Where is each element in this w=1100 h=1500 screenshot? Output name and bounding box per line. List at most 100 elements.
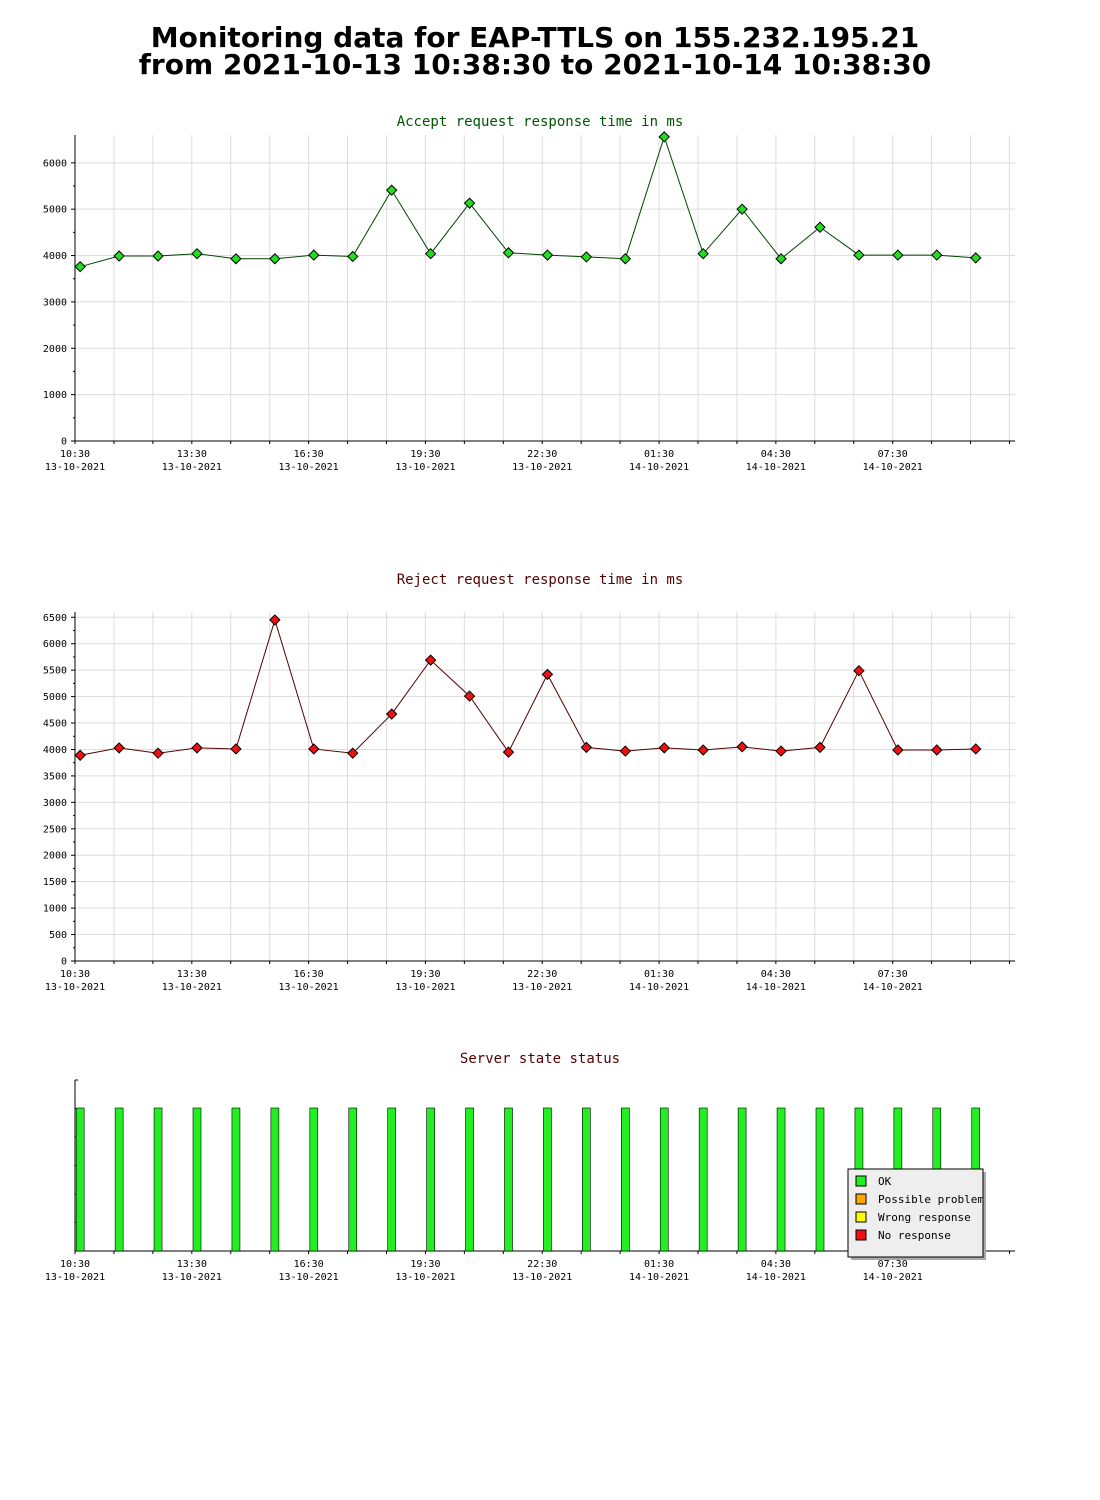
legend-swatch	[855, 1229, 867, 1241]
x-tick-label-date: 13-10-2021	[512, 982, 572, 993]
x-tick-label-time: 19:30	[410, 1259, 440, 1270]
y-tick-label: 1000	[43, 904, 67, 915]
server-status-chart: 10:30 13-10-2021 13:30 13-10-2021 16:30 13-10…	[45, 1051, 1015, 1283]
data-point	[775, 253, 787, 265]
legend-label: Wrong response	[878, 1211, 971, 1224]
accept-response-chart: 0 1000 2000 3000 4000 5000 6000 10:30 13-10-2021…	[43, 114, 1015, 473]
x-tick-label-time: 04:30	[761, 969, 791, 980]
data-point	[658, 131, 670, 143]
x-tick-label-time: 16:30	[294, 1259, 324, 1270]
x-tick-label-date: 14-10-2021	[629, 462, 689, 473]
data-point	[814, 741, 826, 754]
x-tick-label-time: 10:30	[60, 1259, 90, 1270]
series-line	[80, 618, 976, 756]
x-tick-label-date: 13-10-2021	[279, 982, 339, 993]
y-tick-label: 2000	[43, 344, 67, 355]
y-tick-label: 5000	[43, 205, 67, 216]
data-point	[463, 690, 476, 702]
y-tick-label: 6000	[43, 639, 67, 650]
status-bar	[270, 1107, 280, 1252]
y-tick-label: 0	[61, 957, 67, 968]
status-bar	[815, 1107, 825, 1252]
series-line	[80, 135, 976, 268]
x-tick-label-date: 13-10-2021	[162, 1272, 222, 1283]
x-tick-label-time: 10:30	[60, 969, 90, 980]
x-tick-label-time: 04:30	[761, 1259, 791, 1270]
x-tick-label-date: 13-10-2021	[162, 462, 222, 473]
data-point	[970, 743, 982, 755]
y-tick-label: 1000	[43, 390, 67, 401]
page-title-line2: from 2021-10-13 10:38:30 to 2021-10-14 1…	[138, 48, 932, 81]
y-tick-label: 500	[49, 930, 67, 941]
data-point	[385, 708, 398, 720]
x-tick-label-date: 13-10-2021	[512, 462, 572, 473]
status-bar	[543, 1107, 552, 1252]
x-tick-label-time: 07:30	[878, 969, 908, 980]
status-bar	[192, 1107, 202, 1252]
x-tick-label-date: 13-10-2021	[279, 1272, 339, 1283]
status-bar	[387, 1107, 396, 1252]
status-bar	[582, 1107, 591, 1252]
x-tick-label-date: 14-10-2021	[863, 982, 923, 993]
data-point	[541, 668, 554, 681]
data-point	[308, 249, 320, 261]
x-tick-label-time: 13:30	[177, 449, 207, 460]
x-tick-label-time: 01:30	[644, 1259, 674, 1270]
legend-label: Possible problem	[878, 1193, 984, 1206]
x-tick-label-date: 13-10-2021	[162, 982, 222, 993]
page-title-line1: Monitoring data for EAP-TTLS on 155.232.…	[150, 21, 920, 54]
x-tick-label-time: 22:30	[527, 449, 557, 460]
legend	[847, 1168, 984, 1258]
x-tick-label-date: 13-10-2021	[45, 1272, 105, 1283]
data-point	[502, 746, 515, 758]
y-tick-label: 4500	[43, 719, 67, 730]
data-point	[775, 745, 787, 757]
y-tick-label: 5000	[43, 692, 67, 703]
data-point	[814, 221, 826, 233]
data-point	[113, 250, 125, 262]
x-tick-label-date: 14-10-2021	[863, 462, 923, 473]
data-point	[541, 249, 554, 261]
data-point	[970, 252, 982, 264]
status-bar	[231, 1107, 241, 1252]
data-point	[152, 747, 164, 759]
y-tick-label: 3000	[43, 297, 67, 308]
status-bar	[114, 1107, 124, 1252]
x-tick-label-time: 13:30	[177, 1259, 207, 1270]
data-point	[347, 250, 359, 263]
data-point	[230, 743, 242, 755]
data-point	[502, 247, 515, 259]
x-tick-label-date: 13-10-2021	[279, 462, 339, 473]
y-tick-label: 3500	[43, 771, 67, 782]
x-tick-label-time: 22:30	[527, 969, 557, 980]
data-point	[580, 251, 593, 263]
data-point	[697, 744, 709, 756]
x-tick-label-time: 01:30	[644, 969, 674, 980]
x-tick-label-date: 13-10-2021	[395, 1272, 455, 1283]
legend-label: OK	[878, 1175, 892, 1188]
data-point	[74, 260, 86, 273]
y-tick-label: 6000	[43, 158, 67, 169]
status-bar	[309, 1107, 319, 1252]
x-tick-label-time: 01:30	[644, 449, 674, 460]
x-tick-label-date: 14-10-2021	[746, 462, 806, 473]
chart-title: Reject request response time in ms	[397, 572, 684, 588]
x-tick-label-time: 16:30	[294, 449, 324, 460]
data-point	[697, 247, 709, 260]
data-point	[463, 197, 476, 209]
data-point	[892, 744, 904, 756]
y-tick-label: 5500	[43, 666, 67, 677]
data-point	[74, 749, 86, 762]
legend-label: No response	[878, 1229, 951, 1242]
status-bar	[465, 1107, 474, 1252]
data-point	[736, 741, 748, 753]
data-point	[424, 654, 437, 666]
legend-swatch	[855, 1211, 867, 1223]
plot-area	[75, 612, 1015, 961]
x-tick-label-time: 10:30	[60, 449, 90, 460]
x-tick-label-date: 14-10-2021	[629, 1272, 689, 1283]
data-point	[191, 742, 203, 754]
data-point	[853, 249, 865, 261]
status-bar	[621, 1107, 630, 1252]
y-tick-label: 2000	[43, 851, 67, 862]
